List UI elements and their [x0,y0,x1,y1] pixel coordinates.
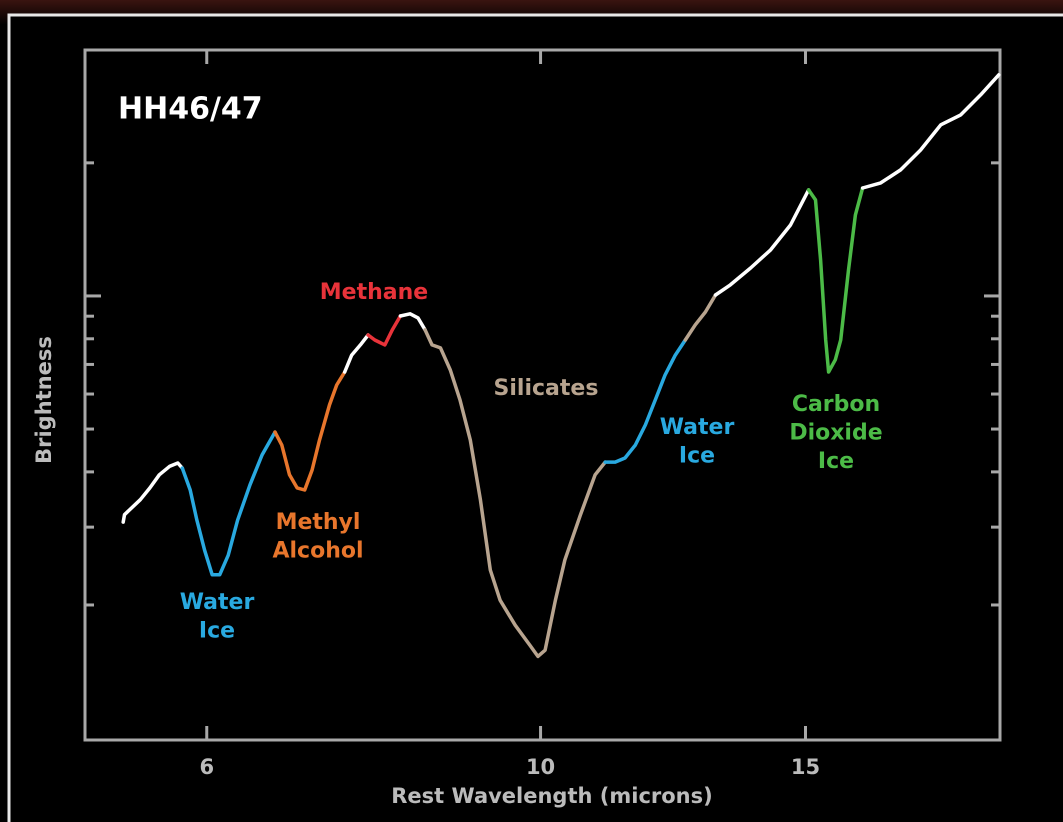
spectrum-segment [273,370,347,492]
spectrum-segment [398,312,427,332]
annotation: Alcohol [272,539,363,564]
annotation: Dioxide [789,421,882,446]
spectrum-segment [121,461,185,524]
spectrum-segment [366,314,403,347]
annotation: Methyl [276,510,361,535]
spectrum-segment [180,430,277,577]
spectrum-segment [603,338,688,464]
x-tick-label: 6 [199,755,214,779]
spectrum-segment [683,293,718,342]
spectrum-segment [806,186,865,374]
y-axis-label: Brightness [32,336,56,464]
x-axis-label: Rest Wavelength (microns) [391,784,712,808]
spectrum-segment [342,333,370,374]
x-tick-label: 10 [526,755,555,779]
annotation: Silicates [494,376,599,401]
annotation: Water [660,415,735,440]
spectrum-segment [423,328,607,659]
frame [7,13,1063,822]
spectrum-segment [713,188,811,297]
annotation: Ice [818,449,854,474]
annotation: Ice [199,619,235,644]
chart-title: HH46/47 [118,92,263,127]
annotation: Ice [679,444,715,469]
spectrum-segment [860,73,1001,190]
x-tick-label: 15 [791,755,820,779]
annotation: Methane [320,280,428,305]
annotation: Carbon [792,392,880,417]
annotation: Water [180,590,255,615]
